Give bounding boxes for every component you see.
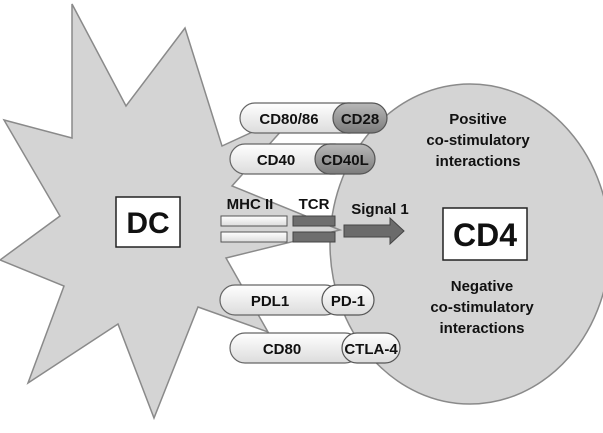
positive-annotation: Positive co-stimulatory interactions bbox=[426, 111, 530, 170]
cd40l-receptor bbox=[314, 143, 376, 175]
negative-line-1: Negative bbox=[451, 278, 514, 295]
positive-line-1: Positive bbox=[449, 111, 507, 128]
signal-1-arrow bbox=[343, 216, 405, 246]
cd80-label: CD80 bbox=[263, 341, 301, 358]
dc-label-box bbox=[115, 196, 181, 248]
pair-cd80-cd28: CD80/86 CD28 bbox=[239, 102, 388, 134]
pair-pdl1-pd1: PDL1 PD-1 bbox=[219, 284, 375, 316]
ctla4-receptor bbox=[341, 332, 401, 364]
dc-label: DC bbox=[126, 207, 169, 240]
mhc-ii-bar-bottom bbox=[220, 231, 288, 243]
cd4-label-box bbox=[442, 207, 528, 261]
tcr-bar-bottom bbox=[292, 231, 336, 243]
cd4-label: CD4 bbox=[453, 217, 517, 253]
pair-cd40-cd40l: CD40 CD40L bbox=[229, 143, 376, 175]
tcr-label: TCR bbox=[299, 196, 330, 213]
mhc-ii-label: MHC II bbox=[227, 196, 274, 213]
tcr-bar-top bbox=[292, 215, 336, 227]
signal-1-group: MHC II TCR Signal 1 bbox=[220, 196, 409, 246]
mhc-ii-bar-top bbox=[220, 215, 288, 227]
ctla4-label: CTLA-4 bbox=[344, 341, 398, 358]
cd28-receptor bbox=[332, 102, 388, 134]
positive-line-2: co-stimulatory bbox=[426, 132, 530, 149]
pdl1-label: PDL1 bbox=[251, 293, 289, 310]
negative-line-2: co-stimulatory bbox=[430, 299, 534, 316]
negative-annotation: Negative co-stimulatory interactions bbox=[430, 278, 534, 337]
negative-line-3: interactions bbox=[439, 320, 524, 337]
pd1-label: PD-1 bbox=[331, 293, 365, 310]
pd1-receptor bbox=[321, 284, 375, 316]
cd40-label: CD40 bbox=[257, 152, 295, 169]
pair-cd80-ctla4: CD80 CTLA-4 bbox=[229, 332, 401, 364]
positive-line-3: interactions bbox=[435, 153, 520, 170]
cd40l-label: CD40L bbox=[321, 152, 369, 169]
cd28-label: CD28 bbox=[341, 111, 379, 128]
cd80-86-label: CD80/86 bbox=[259, 111, 318, 128]
signal-1-label: Signal 1 bbox=[351, 201, 409, 218]
